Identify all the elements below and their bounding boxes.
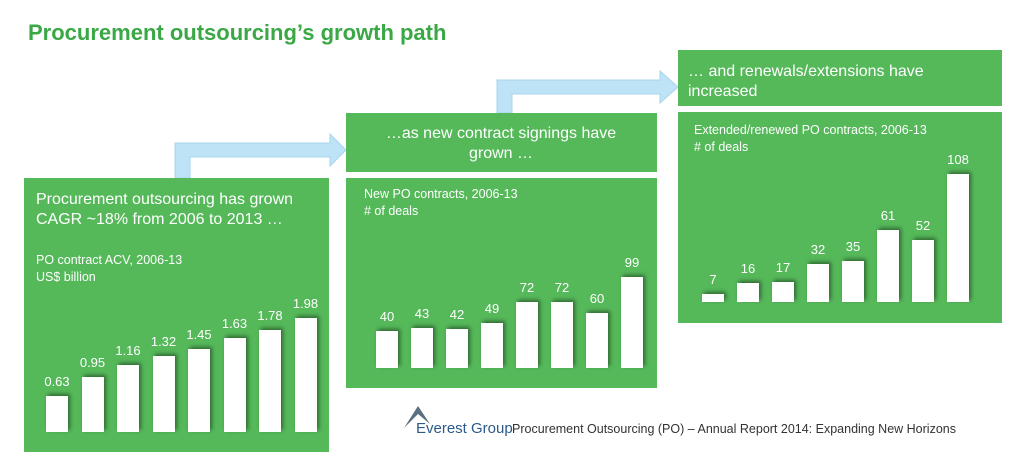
data-label: 60 <box>589 290 605 306</box>
data-label: 42 <box>449 307 465 323</box>
data-label: 61 <box>880 207 896 223</box>
bar <box>376 331 398 368</box>
bar <box>516 301 538 368</box>
panel-header: … and renewals/extensions have increased <box>688 63 924 100</box>
bar <box>772 281 794 302</box>
bar <box>188 348 210 432</box>
bar <box>46 395 68 432</box>
data-label: 7 <box>709 271 717 287</box>
arrow <box>174 132 347 179</box>
data-label: 32 <box>810 242 826 258</box>
bar <box>551 301 573 368</box>
data-label: 40 <box>379 309 395 325</box>
bar <box>152 356 175 432</box>
bar <box>702 293 724 302</box>
panel-header: …as new contract signings have grown … <box>385 125 617 162</box>
chart-subtitle: PO contract ACV, 2006-13 <box>36 253 183 267</box>
data-label: 35 <box>845 238 861 254</box>
data-label: 0.63 <box>44 373 70 389</box>
bar <box>81 377 104 432</box>
data-label: 1.78 <box>257 307 283 323</box>
chart-unit: # of deals <box>364 204 419 218</box>
chart-unit: # of deals <box>694 140 749 154</box>
chart-subtitle: New PO contracts, 2006-13 <box>364 187 518 201</box>
panel-header: Procurement outsourcing has grown CAGR ~… <box>36 191 294 228</box>
bar <box>259 329 281 432</box>
data-label: 1.98 <box>292 296 319 311</box>
bar <box>586 312 608 368</box>
data-label: 1.16 <box>115 343 141 359</box>
data-label: 72 <box>554 279 570 295</box>
data-label: 1.45 <box>186 326 212 342</box>
header-panel <box>346 113 657 172</box>
data-label: 52 <box>915 218 931 234</box>
bar <box>621 277 643 368</box>
bar <box>223 338 246 432</box>
data-label: 1.63 <box>221 316 248 332</box>
arrow <box>496 69 679 114</box>
bar <box>807 264 829 302</box>
data-label: 1.32 <box>150 334 177 349</box>
bar <box>294 318 317 432</box>
bar <box>842 260 864 302</box>
bar <box>912 240 934 302</box>
page-title: Procurement outsourcing’s growth path <box>28 20 447 45</box>
header-panel <box>678 50 1002 106</box>
data-label: 49 <box>484 300 500 316</box>
brand: Everest Group <box>416 420 513 437</box>
bar <box>411 328 433 368</box>
bar <box>481 322 503 368</box>
data-label: 43 <box>414 306 430 322</box>
data-label: 108 <box>947 152 969 167</box>
chart-unit: US$ billion <box>36 270 96 284</box>
bar <box>877 229 899 302</box>
data-label: 0.95 <box>79 355 106 371</box>
chart-subtitle: Extended/renewed PO contracts, 2006-13 <box>694 123 927 137</box>
logo-mark <box>404 406 430 428</box>
bar <box>117 365 139 432</box>
bar <box>446 329 468 368</box>
data-label: 17 <box>775 259 791 275</box>
bar <box>737 283 759 302</box>
data-label: 16 <box>740 261 756 277</box>
data-label: 99 <box>624 255 640 270</box>
bar <box>947 174 969 302</box>
footer: Procurement Outsourcing (PO) – Annual Re… <box>512 422 956 436</box>
data-label: 72 <box>519 279 535 295</box>
